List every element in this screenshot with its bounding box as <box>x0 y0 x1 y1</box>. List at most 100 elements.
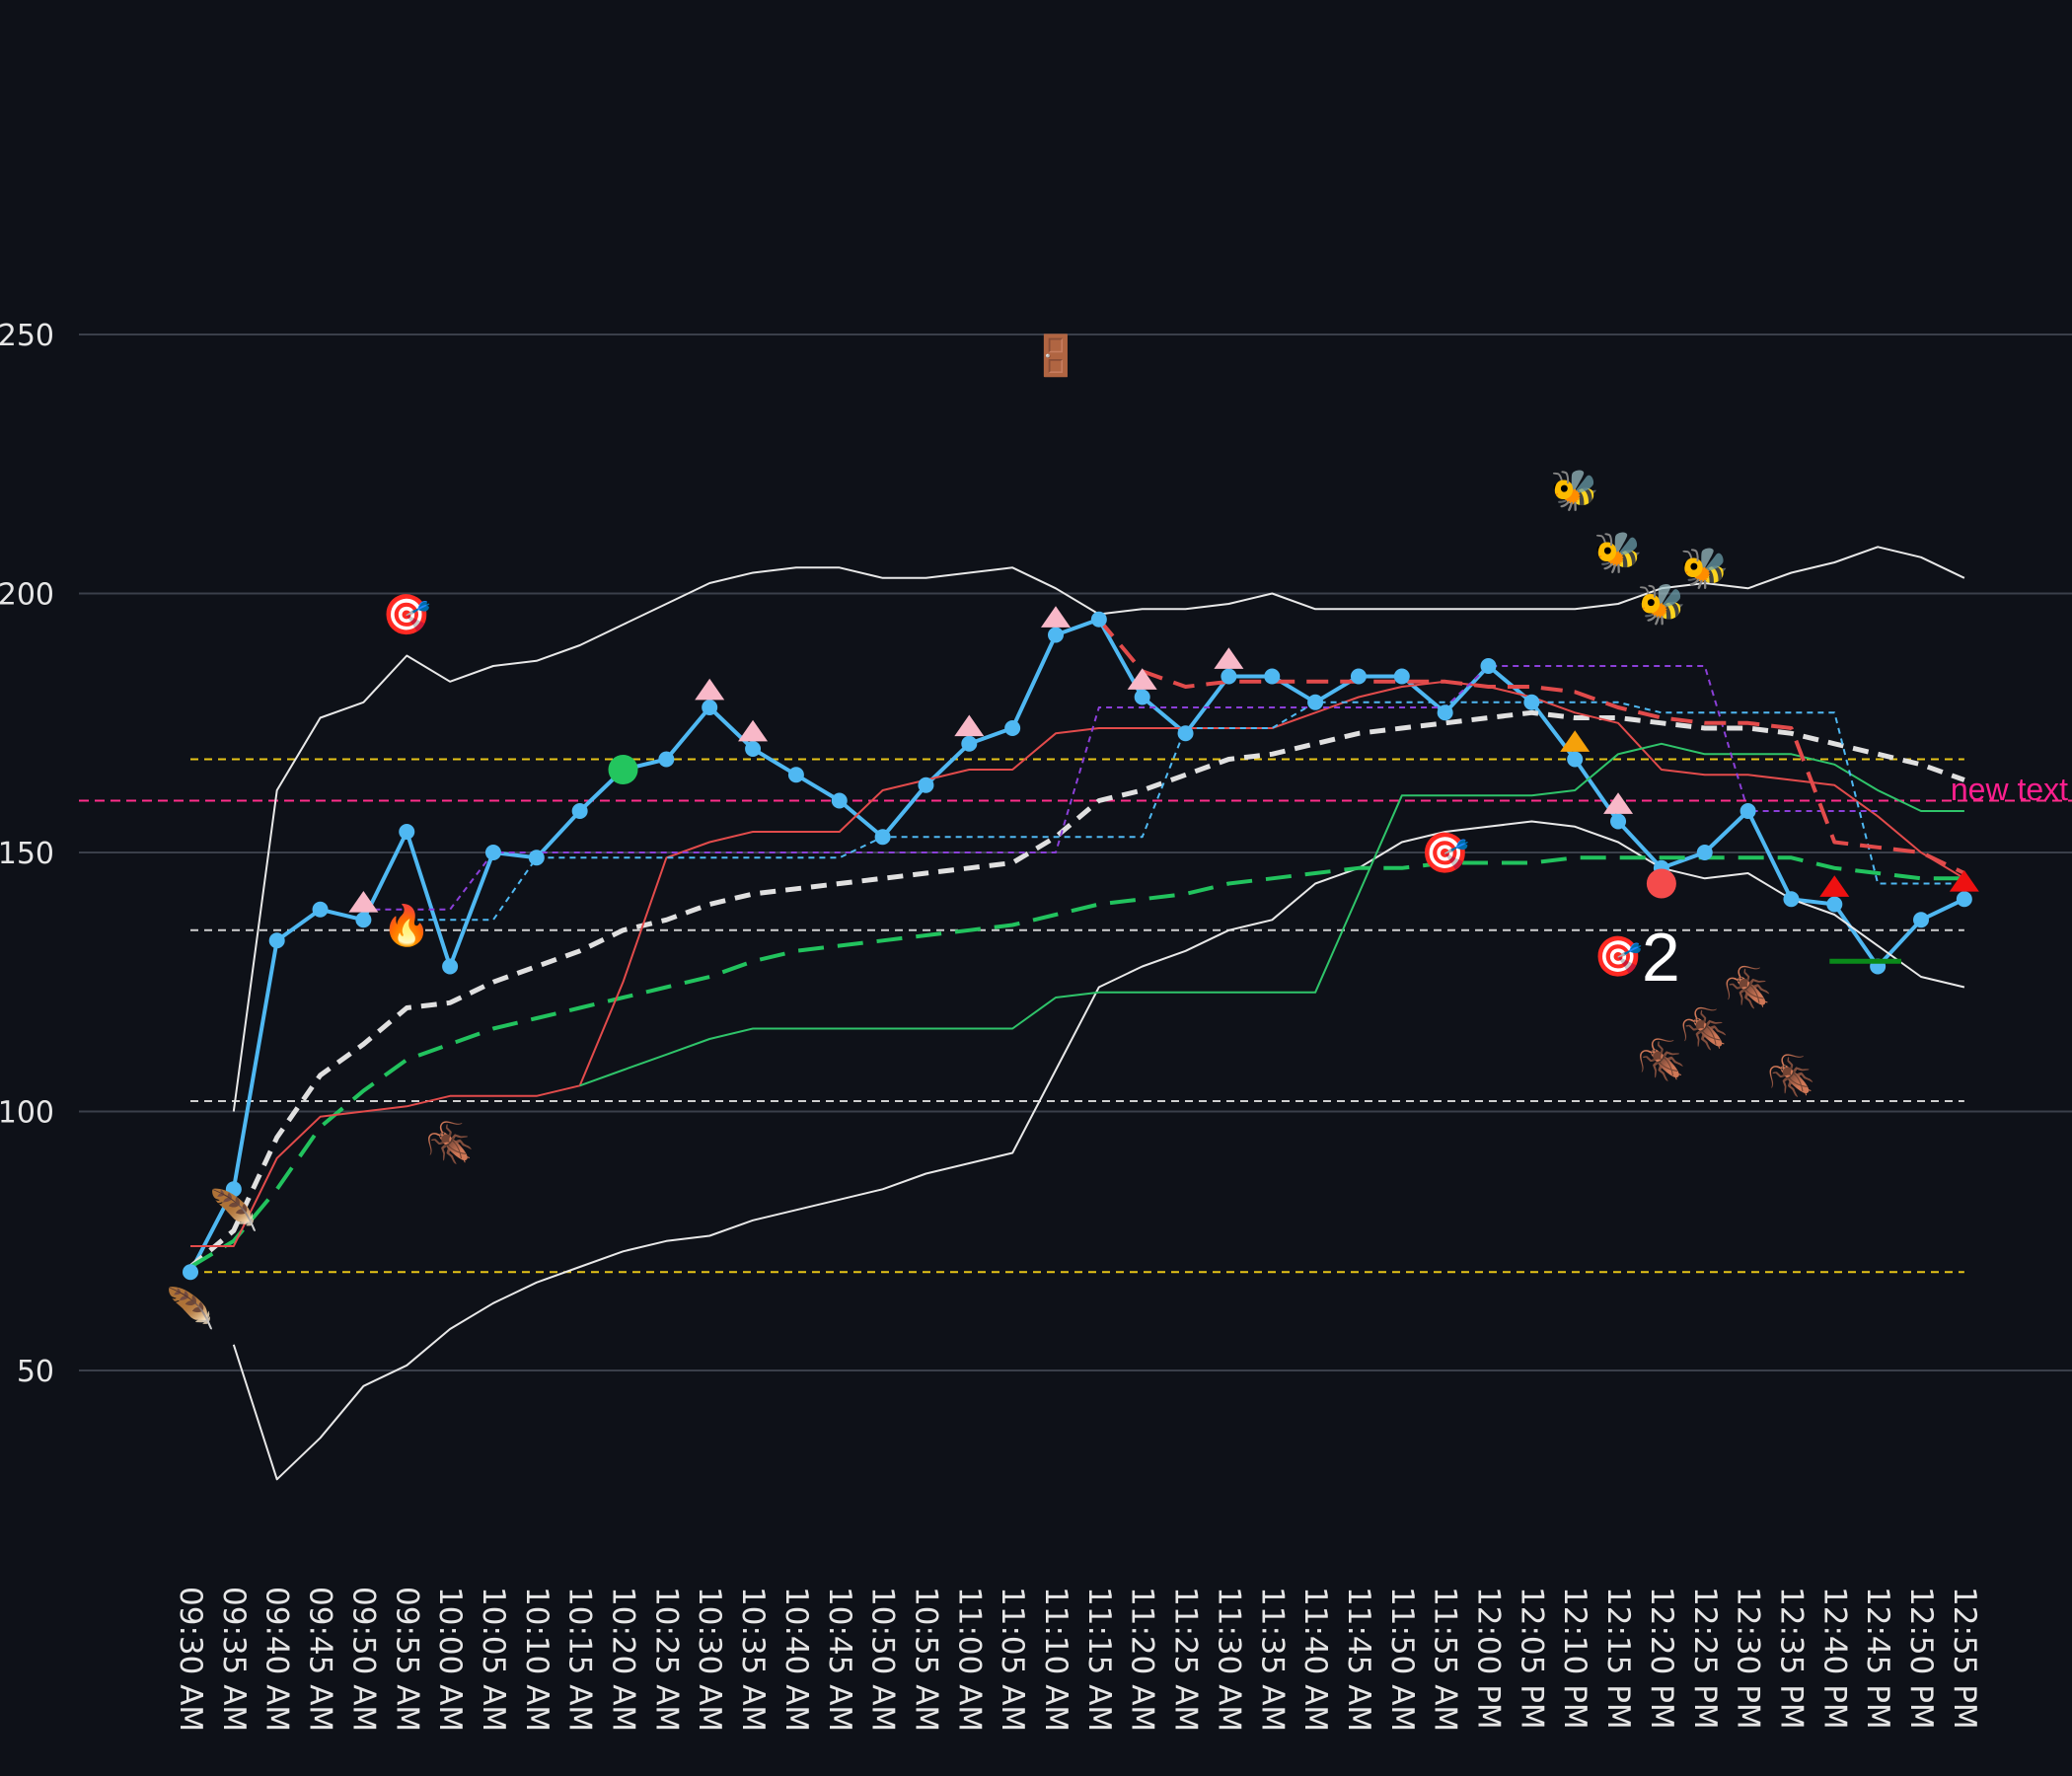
x-tick-label: 12:20 PM <box>1644 1587 1679 1730</box>
x-tick-label: 12:45 PM <box>1860 1587 1895 1730</box>
y-tick-label: 150 <box>0 837 54 871</box>
new-text-annotation: new text <box>1951 772 2068 807</box>
red-triangle-marker <box>1819 875 1850 897</box>
price-point <box>1221 668 1237 685</box>
price-point <box>702 700 718 715</box>
x-tick-label: 11:45 AM <box>1341 1587 1376 1732</box>
x-tick-label: 11:20 AM <box>1125 1587 1160 1732</box>
price-point <box>1480 658 1497 674</box>
price-point <box>787 767 804 783</box>
price-point <box>831 792 848 809</box>
x-tick-label: 10:05 AM <box>476 1587 511 1732</box>
x-tick-label: 11:15 AM <box>1081 1587 1117 1732</box>
number-annotation: 2 <box>1642 919 1680 996</box>
x-tick-label: 10:00 AM <box>432 1587 468 1732</box>
x-tick-label: 12:05 PM <box>1514 1587 1549 1730</box>
price-point <box>1739 803 1756 819</box>
x-tick-label: 11:25 AM <box>1168 1587 1204 1732</box>
price-point <box>1048 627 1064 643</box>
series-price <box>188 617 1965 1274</box>
x-tick-label: 10:45 AM <box>822 1587 857 1732</box>
x-tick-label: 11:30 AM <box>1211 1587 1246 1732</box>
pink-triangle-marker <box>1214 647 1244 669</box>
y-tick-label: 250 <box>0 319 54 353</box>
series-markers <box>183 606 1979 1281</box>
x-tick-label: 11:55 AM <box>1428 1587 1463 1732</box>
price-point <box>1913 912 1929 928</box>
red-dot-marker <box>1646 868 1676 899</box>
price-point <box>571 803 588 819</box>
price-point <box>1783 891 1800 908</box>
pink-triangle-marker <box>954 714 985 737</box>
price-point <box>1134 689 1150 705</box>
price-point <box>1826 896 1843 913</box>
pink-triangle-marker <box>1041 606 1071 628</box>
price-point <box>484 845 501 860</box>
emoji-markers: 🎯🎯🎯🚪🐝🐝🐝🐝🔥🪳🪳🪳🪳🪳🪶🪶 <box>166 333 1815 1332</box>
y-axis: 50 100 150 200 250 <box>0 319 54 1389</box>
series-moving-average-slow <box>188 709 1965 1269</box>
feather-icon: 🪶 <box>209 1186 259 1233</box>
price-point <box>1090 611 1107 628</box>
series-green-step <box>579 742 1964 1087</box>
target-icon: 🎯 <box>382 593 431 638</box>
beetle-icon: 🪳 <box>1724 963 1773 1011</box>
y-gridlines <box>79 333 2072 1371</box>
price-point <box>1350 668 1367 685</box>
x-tick-label: 10:15 AM <box>562 1587 598 1732</box>
annotations: new text 2 <box>1642 772 2068 996</box>
price-point <box>399 824 415 840</box>
x-tick-label: 09:55 AM <box>389 1587 424 1732</box>
x-tick-label: 09:30 AM <box>173 1587 208 1732</box>
beetle-icon: 🪳 <box>1680 1004 1730 1053</box>
x-tick-label: 12:00 PM <box>1471 1587 1507 1730</box>
price-point <box>1610 813 1627 830</box>
price-point <box>658 751 675 768</box>
horizontal-levels <box>79 758 2072 1274</box>
x-tick-label: 10:20 AM <box>606 1587 641 1732</box>
price-point <box>183 1264 198 1281</box>
bee-icon: 🐝 <box>1593 531 1643 576</box>
x-tick-label: 09:45 AM <box>303 1587 338 1732</box>
bee-icon: 🐝 <box>1550 469 1599 514</box>
x-tick-label: 10:40 AM <box>778 1587 814 1732</box>
x-tick-label: 11:05 AM <box>995 1587 1030 1732</box>
price-point <box>1307 694 1324 710</box>
x-tick-label: 11:40 AM <box>1297 1587 1333 1732</box>
feather-icon: 🪶 <box>166 1285 215 1332</box>
x-tick-label: 10:50 AM <box>865 1587 901 1732</box>
y-tick-label: 50 <box>17 1355 54 1389</box>
price-point <box>312 901 329 918</box>
beetle-icon: 🪳 <box>1767 1051 1816 1099</box>
x-axis: 09:30 AM 09:35 AM 09:40 AM 09:45 AM 09:50 AM… <box>173 1587 1982 1732</box>
beetle-icon: 🪳 <box>425 1118 475 1166</box>
price-point <box>918 777 934 793</box>
target-icon: 🎯 <box>1421 831 1470 876</box>
price-point <box>1437 704 1453 721</box>
series-red-dashed-stop <box>1097 618 1965 875</box>
x-tick-label: 12:55 PM <box>1947 1587 1982 1730</box>
x-tick-label: 10:30 AM <box>692 1587 727 1732</box>
pink-triangle-marker <box>1603 792 1634 814</box>
beetle-icon: 🪳 <box>1637 1035 1686 1083</box>
x-tick-label: 12:35 PM <box>1773 1587 1809 1730</box>
y-tick-label: 200 <box>0 578 54 613</box>
fire-icon: 🔥 <box>382 903 431 949</box>
price-point <box>1393 668 1410 685</box>
x-tick-label: 10:10 AM <box>519 1587 555 1732</box>
price-point <box>1264 668 1281 685</box>
x-tick-label: 12:25 PM <box>1687 1587 1723 1730</box>
orange-triangle-marker <box>1560 730 1591 752</box>
price-point <box>355 912 372 928</box>
x-tick-label: 10:35 AM <box>735 1587 771 1732</box>
x-tick-label: 12:30 PM <box>1731 1587 1766 1730</box>
bee-icon: 🐝 <box>1637 582 1686 628</box>
x-tick-label: 11:35 AM <box>1254 1587 1290 1732</box>
x-tick-label: 12:40 PM <box>1816 1587 1852 1730</box>
price-point <box>528 850 545 866</box>
door-icon: 🚪 <box>1031 333 1080 379</box>
x-tick-label: 12:50 PM <box>1903 1587 1939 1730</box>
x-tick-label: 09:50 AM <box>345 1587 381 1732</box>
price-point <box>268 932 285 949</box>
pink-triangle-marker <box>348 891 379 913</box>
